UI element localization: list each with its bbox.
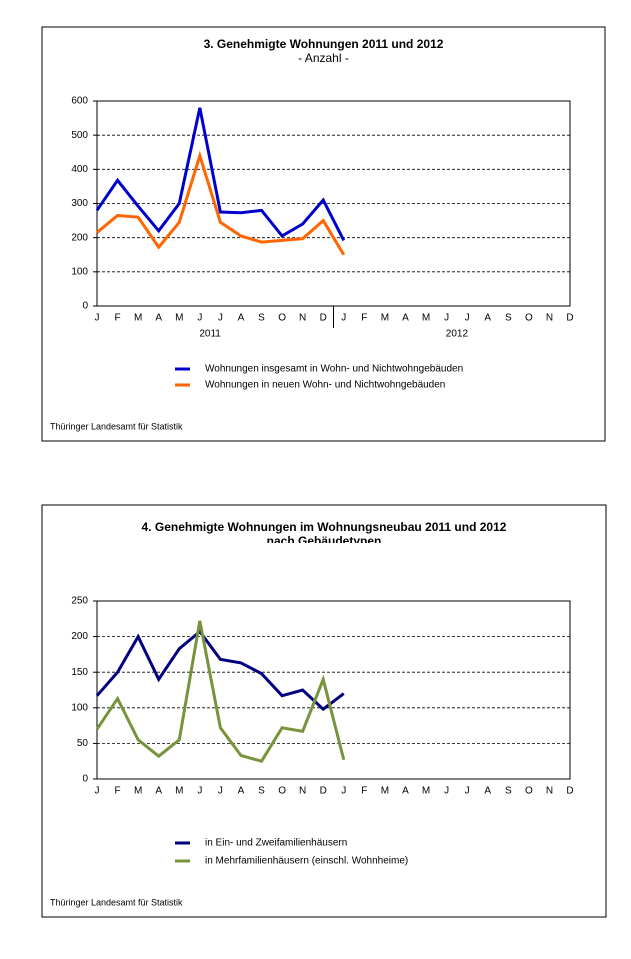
- x-tick-label: M: [175, 313, 183, 324]
- x-tick-label: S: [505, 786, 512, 797]
- x-tick-label: J: [197, 786, 202, 797]
- source: Thüringer Landesamt für Statistik: [50, 421, 183, 431]
- y-tick-label: 200: [71, 232, 88, 243]
- x-tick-label: S: [505, 313, 512, 324]
- x-tick-label: N: [546, 313, 553, 324]
- series-line: [95, 629, 345, 712]
- series-line: [95, 620, 346, 763]
- x-tick-label: O: [278, 786, 286, 797]
- x-tick-label: M: [381, 313, 389, 324]
- y-tick-label: 250: [71, 596, 88, 607]
- x-tick-label: S: [258, 313, 265, 324]
- x-tick-label: M: [134, 786, 142, 797]
- x-tick-label: J: [218, 786, 223, 797]
- x-tick-label: A: [402, 313, 409, 324]
- y-tick-label: 400: [71, 164, 88, 175]
- chart-title: 3. Genehmigte Wohnungen 2011 und 2012: [204, 37, 444, 51]
- x-tick-label: A: [155, 786, 162, 797]
- y-tick-label: 0: [82, 774, 88, 785]
- x-tick-label: A: [238, 786, 245, 797]
- x-tick-label: A: [238, 313, 245, 324]
- x-tick-label: M: [381, 786, 389, 797]
- y-tick-label: 500: [71, 130, 88, 141]
- x-tick-label: M: [134, 313, 142, 324]
- x-tick-label: O: [525, 313, 533, 324]
- year-label: 2011: [199, 329, 221, 340]
- mask: [102, 543, 546, 553]
- y-tick-label: 300: [71, 198, 88, 209]
- x-tick-label: D: [566, 313, 573, 324]
- x-tick-label: D: [320, 313, 327, 324]
- year-label: 2012: [446, 329, 469, 340]
- x-tick-label: F: [361, 786, 367, 797]
- legend-label: in Ein- und Zweifamilienhäusern: [205, 838, 347, 849]
- source: Thüringer Landesamt für Statistik: [50, 897, 183, 907]
- x-tick-label: F: [115, 786, 121, 797]
- x-tick-label: J: [465, 313, 470, 324]
- x-tick-label: J: [95, 786, 100, 797]
- legend-label: Wohnungen in neuen Wohn- und Nichtwohnge…: [205, 380, 445, 391]
- x-tick-label: O: [525, 786, 533, 797]
- x-tick-label: J: [218, 313, 223, 324]
- x-tick-label: F: [361, 313, 367, 324]
- x-tick-label: J: [341, 786, 346, 797]
- x-tick-label: N: [299, 786, 306, 797]
- x-tick-label: J: [444, 313, 449, 324]
- chart-frame: [41, 504, 607, 918]
- x-tick-label: A: [402, 786, 409, 797]
- chart-frame: [41, 26, 606, 442]
- chart-subtitle: - Anzahl -: [298, 51, 349, 65]
- x-tick-label: D: [566, 786, 573, 797]
- plot-area: [96, 600, 571, 780]
- y-tick-label: 600: [71, 96, 88, 107]
- x-tick-label: D: [320, 786, 327, 797]
- x-tick-label: J: [465, 786, 470, 797]
- series-line: [95, 107, 346, 242]
- x-tick-label: A: [155, 313, 162, 324]
- x-tick-label: J: [444, 786, 449, 797]
- legend-label: in Mehrfamilienhäusern (einschl. Wohnhei…: [205, 856, 408, 867]
- x-tick-label: M: [175, 786, 183, 797]
- x-tick-label: M: [422, 313, 430, 324]
- series-line: [96, 150, 346, 256]
- x-tick-label: M: [422, 786, 430, 797]
- x-tick-label: N: [299, 313, 306, 324]
- y-tick-label: 0: [82, 301, 88, 312]
- x-tick-label: S: [258, 786, 265, 797]
- x-tick-label: J: [95, 313, 100, 324]
- x-tick-label: J: [197, 313, 202, 324]
- x-tick-label: O: [278, 313, 286, 324]
- y-tick-label: 150: [71, 667, 88, 678]
- chart-title: 4. Genehmigte Wohnungen im Wohnungsneuba…: [142, 520, 507, 534]
- x-tick-label: N: [546, 786, 553, 797]
- legend-label: Wohnungen insgesamt in Wohn- und Nichtwo…: [205, 364, 463, 375]
- x-tick-label: A: [484, 313, 491, 324]
- x-tick-label: J: [341, 313, 346, 324]
- x-tick-label: A: [484, 786, 491, 797]
- x-tick-label: F: [115, 313, 121, 324]
- y-tick-label: 50: [77, 738, 89, 749]
- y-tick-label: 100: [71, 266, 88, 277]
- y-tick-label: 100: [71, 702, 88, 713]
- y-tick-label: 200: [71, 631, 88, 642]
